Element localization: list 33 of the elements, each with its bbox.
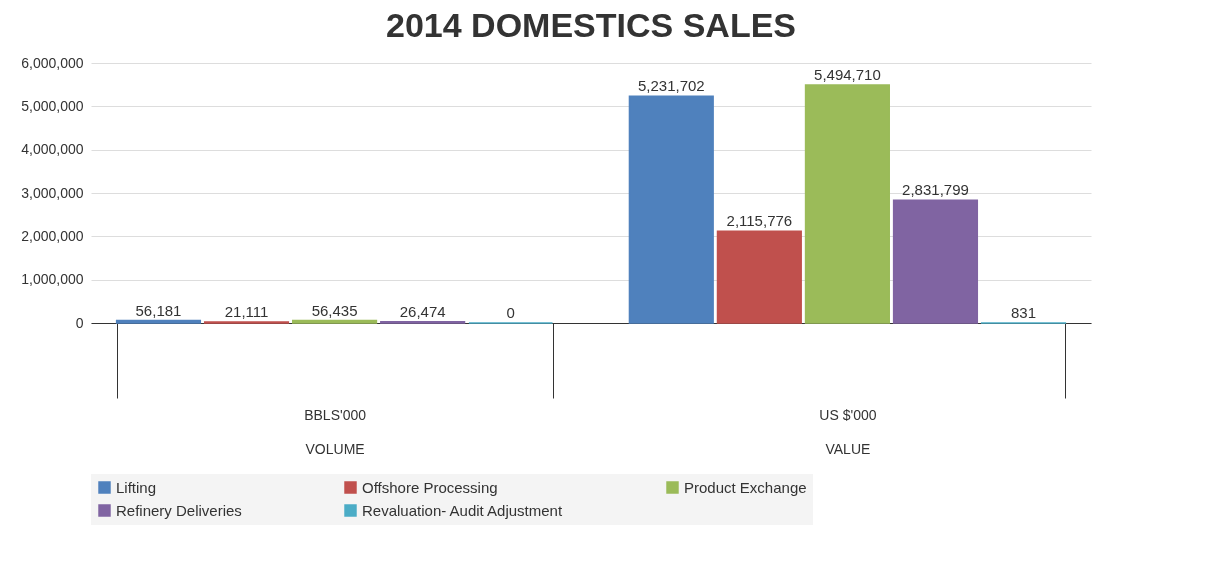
data-label: 5,494,710 <box>814 65 881 83</box>
legend-label: Product Exchange <box>684 478 807 496</box>
y-tick-label: 3,000,000 <box>21 184 84 201</box>
y-tick-label: 0 <box>75 314 84 331</box>
x-tick-label: BBLS'000 <box>304 406 367 423</box>
chart-title: 2014 DOMESTICS SALES <box>385 6 797 44</box>
data-label: 0 <box>506 304 515 321</box>
bar <box>628 95 714 324</box>
legend-label: Refinery Deliveries <box>116 501 242 519</box>
bar <box>892 199 979 324</box>
y-tick-label: 1,000,000 <box>21 271 84 288</box>
data-label: 2,831,799 <box>902 181 969 199</box>
x-tick-label: US $'000 <box>819 406 877 423</box>
data-label: 56,435 <box>311 301 358 319</box>
text: VALUE <box>825 440 871 457</box>
y-tick-label: 2,000,000 <box>21 227 84 244</box>
data-label: 56,181 <box>135 301 182 319</box>
y-tick-label: 5,000,000 <box>21 97 84 114</box>
text: VOLUME <box>305 440 365 457</box>
legend-label: Revaluation- Audit Adjustment <box>362 501 563 519</box>
data-label: 26,474 <box>399 302 446 320</box>
bar <box>115 319 202 324</box>
bar <box>716 230 802 324</box>
legend-label: Lifting <box>116 478 157 496</box>
y-tick-label: 4,000,000 <box>21 141 84 158</box>
legend-label: Offshore Processing <box>362 478 498 496</box>
bar <box>292 319 378 324</box>
data-label: 831 <box>1011 303 1037 321</box>
data-label: 2,115,776 <box>726 212 793 230</box>
y-tick-label: 6,000,000 <box>21 54 84 71</box>
data-label: 5,231,702 <box>637 77 705 95</box>
data-label: 21,111 <box>224 303 269 321</box>
bar <box>804 84 890 324</box>
